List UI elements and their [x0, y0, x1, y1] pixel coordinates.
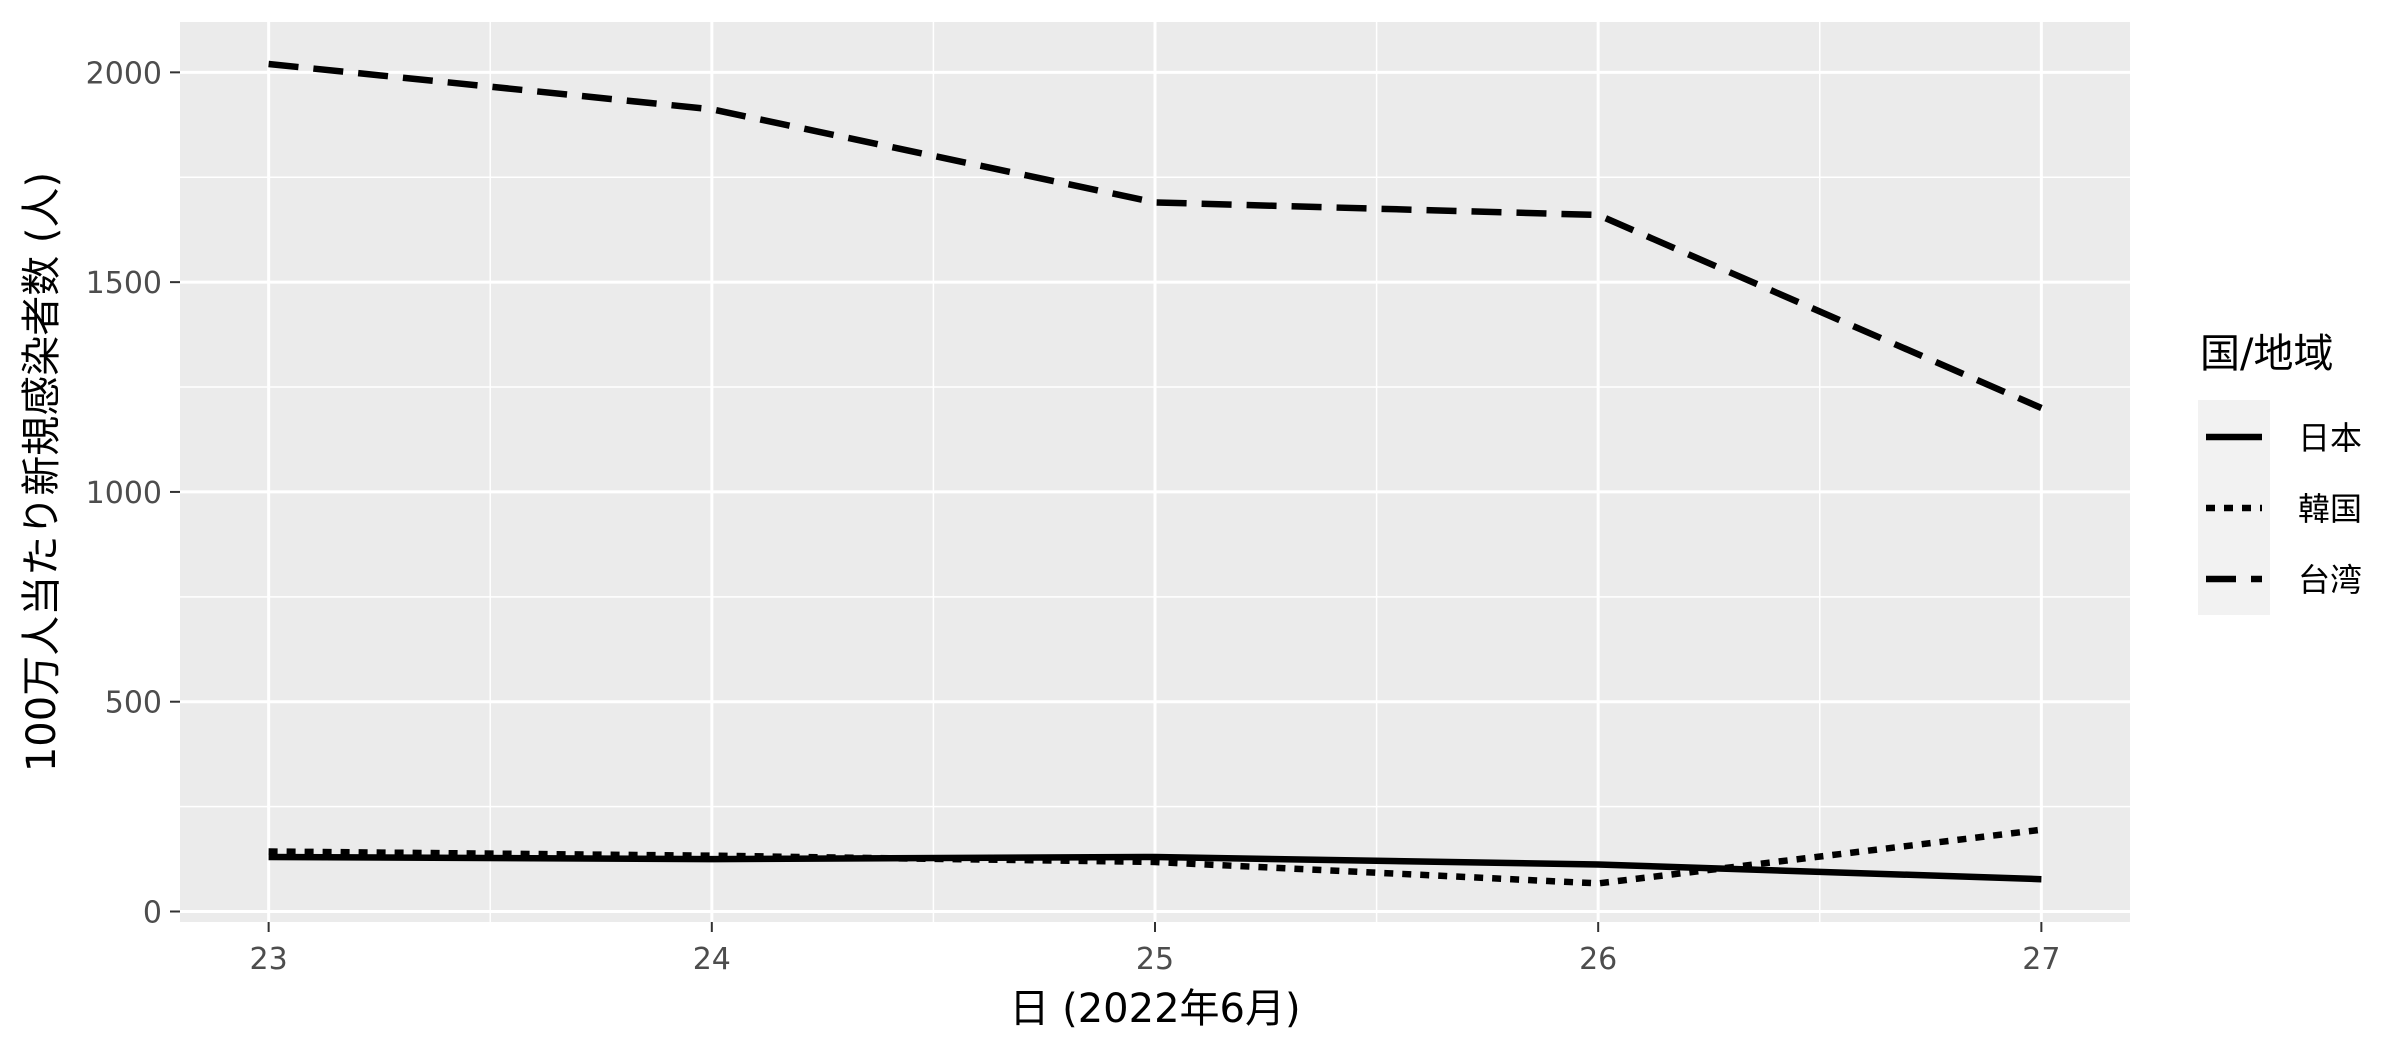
y-tick-label: 500	[105, 686, 162, 721]
x-tick-label: 24	[693, 942, 731, 977]
legend-label: 日本	[2298, 419, 2362, 457]
x-axis-title: 日 (2022年6月)	[1009, 986, 1300, 1032]
x-axis: 23 24 25 26 27	[250, 922, 2060, 977]
series-line-dotted	[268, 826, 2042, 887]
series-lines	[268, 60, 2043, 887]
x-tick-label: 26	[1579, 942, 1617, 977]
major-gridlines	[180, 22, 2130, 922]
x-tick-label: 23	[250, 942, 288, 977]
x-tick-label: 25	[1136, 942, 1174, 977]
x-tick-label: 27	[2022, 942, 2060, 977]
y-tick-label: 2000	[86, 56, 162, 91]
legend-label: 韓国	[2298, 490, 2362, 528]
y-axis-title: 100万人当たり新規感染者数 (人)	[19, 172, 65, 772]
series-line-solid	[268, 853, 2042, 883]
y-tick-label: 0	[143, 896, 162, 931]
y-tick-label: 1500	[86, 266, 162, 301]
legend-label: 台湾	[2298, 561, 2362, 599]
y-tick-label: 1000	[86, 476, 162, 511]
series-line-dashed	[268, 60, 2043, 411]
y-axis: 0 500 1000 1500 2000	[86, 56, 180, 931]
legend-title: 国/地域	[2200, 331, 2333, 377]
